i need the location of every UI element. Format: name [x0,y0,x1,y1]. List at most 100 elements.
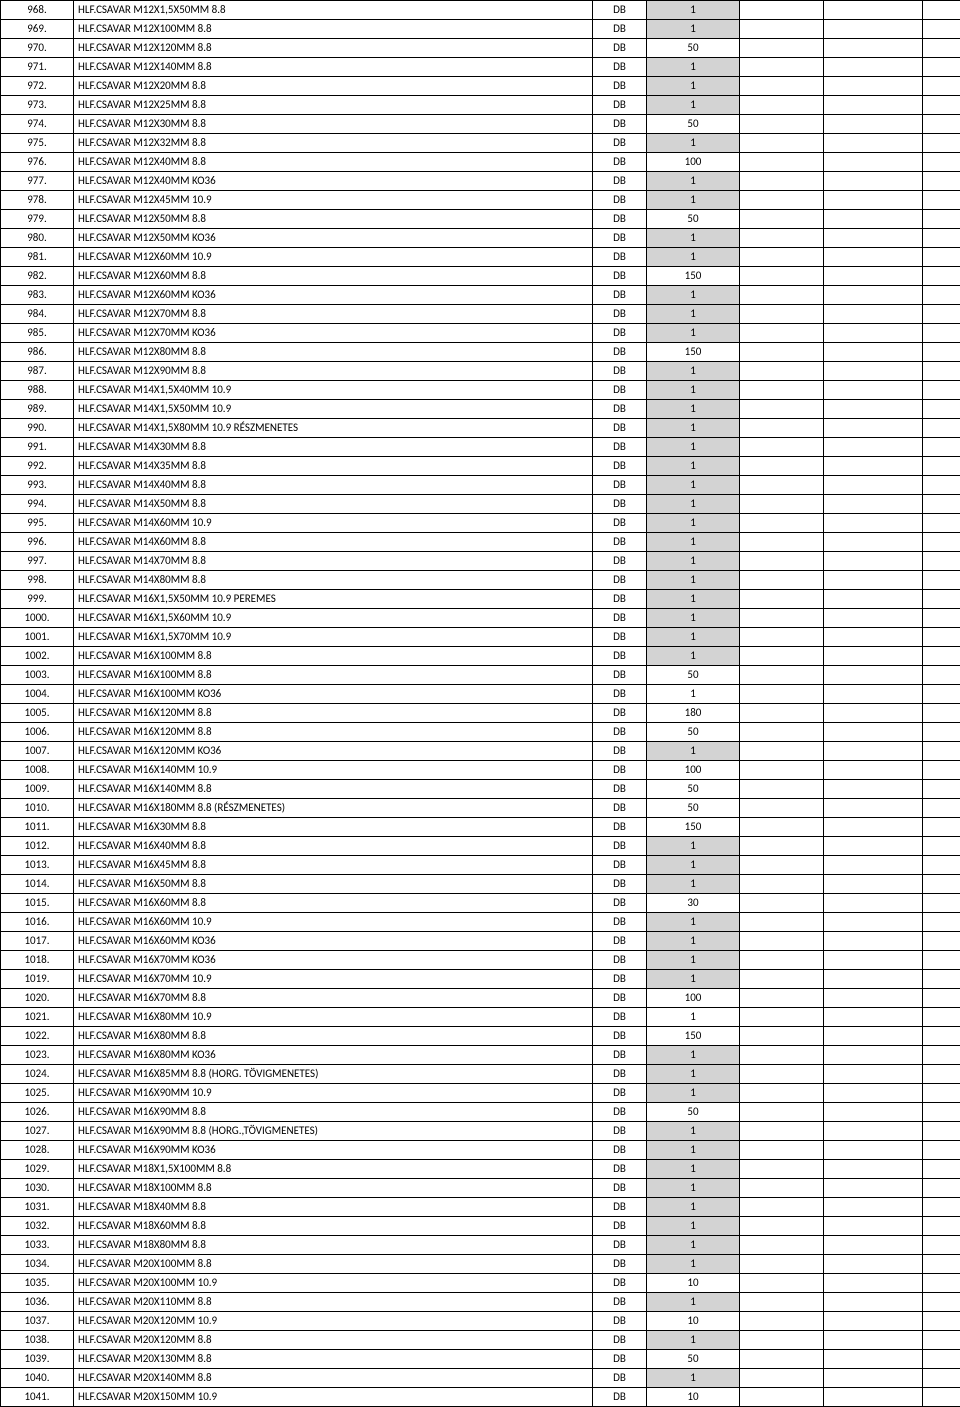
row-number: 976. [1,153,74,172]
row-empty-1 [740,362,824,381]
row-empty-1 [740,761,824,780]
row-unit: DB [593,913,647,932]
row-quantity: 1 [647,970,740,989]
row-unit: DB [593,1,647,20]
row-unit: DB [593,400,647,419]
row-unit: DB [593,552,647,571]
table-row: 1040.HLF.CSAVAR M20X140MM 8.8DB10 [1,1369,960,1388]
table-row: 989.HLF.CSAVAR M14X1,5X50MM 10.9DB10 [1,400,960,419]
row-unit: DB [593,875,647,894]
row-zero: 0 [923,1350,960,1369]
row-empty-2 [824,362,923,381]
row-empty-1 [740,39,824,58]
row-empty-1 [740,96,824,115]
row-empty-2 [824,1369,923,1388]
row-description: HLF.CSAVAR M14X50MM 8.8 [74,495,593,514]
row-empty-2 [824,267,923,286]
row-number: 1012. [1,837,74,856]
row-description: HLF.CSAVAR M16X60MM KO36 [74,932,593,951]
row-quantity: 1 [647,685,740,704]
row-description: HLF.CSAVAR M16X90MM 8.8 (HORG.,TÖVIGMENE… [74,1122,593,1141]
row-description: HLF.CSAVAR M16X100MM KO36 [74,685,593,704]
row-description: HLF.CSAVAR M16X1,5X50MM 10.9 PEREMES [74,590,593,609]
row-number: 974. [1,115,74,134]
row-description: HLF.CSAVAR M16X80MM 8.8 [74,1027,593,1046]
row-quantity: 150 [647,818,740,837]
row-unit: DB [593,248,647,267]
row-description: HLF.CSAVAR M14X60MM 10.9 [74,514,593,533]
row-empty-1 [740,58,824,77]
row-number: 1037. [1,1312,74,1331]
row-number: 1020. [1,989,74,1008]
row-description: HLF.CSAVAR M12X70MM 8.8 [74,305,593,324]
row-unit: DB [593,666,647,685]
row-unit: DB [593,1046,647,1065]
table-row: 1030.HLF.CSAVAR M18X100MM 8.8DB10 [1,1179,960,1198]
row-zero: 0 [923,210,960,229]
row-zero: 0 [923,381,960,400]
row-empty-2 [824,153,923,172]
row-description: HLF.CSAVAR M16X70MM 8.8 [74,989,593,1008]
row-quantity: 150 [647,343,740,362]
row-number: 1025. [1,1084,74,1103]
row-zero: 0 [923,1236,960,1255]
table-row: 971.HLF.CSAVAR M12X140MM 8.8DB10 [1,58,960,77]
row-quantity: 1 [647,305,740,324]
row-number: 973. [1,96,74,115]
row-empty-1 [740,780,824,799]
row-quantity: 1 [647,609,740,628]
row-zero: 0 [923,571,960,590]
row-unit: DB [593,1179,647,1198]
table-row: 999.HLF.CSAVAR M16X1,5X50MM 10.9 PEREMES… [1,590,960,609]
row-zero: 0 [923,1103,960,1122]
row-zero: 0 [923,39,960,58]
row-description: HLF.CSAVAR M16X140MM 10.9 [74,761,593,780]
row-zero: 0 [923,1179,960,1198]
row-number: 994. [1,495,74,514]
row-description: HLF.CSAVAR M20X120MM 8.8 [74,1331,593,1350]
row-description: HLF.CSAVAR M12X40MM 8.8 [74,153,593,172]
row-quantity: 1 [647,58,740,77]
row-empty-2 [824,1388,923,1407]
row-empty-1 [740,343,824,362]
row-description: HLF.CSAVAR M16X60MM 10.9 [74,913,593,932]
row-description: HLF.CSAVAR M16X140MM 8.8 [74,780,593,799]
row-empty-2 [824,932,923,951]
row-empty-1 [740,533,824,552]
table-row: 975.HLF.CSAVAR M12X32MM 8.8DB10 [1,134,960,153]
row-empty-2 [824,894,923,913]
table-row: 1011.HLF.CSAVAR M16X30MM 8.8DB1500 [1,818,960,837]
table-row: 1029.HLF.CSAVAR M18X1,5X100MM 8.8DB10 [1,1160,960,1179]
row-zero: 0 [923,1,960,20]
table-row: 990.HLF.CSAVAR M14X1,5X80MM 10.9 RÉSZMEN… [1,419,960,438]
row-empty-1 [740,115,824,134]
row-quantity: 1 [647,647,740,666]
row-quantity: 50 [647,723,740,742]
row-empty-2 [824,989,923,1008]
row-zero: 0 [923,1274,960,1293]
row-empty-1 [740,1369,824,1388]
table-row: 1022.HLF.CSAVAR M16X80MM 8.8DB1500 [1,1027,960,1046]
table-row: 1034.HLF.CSAVAR M20X100MM 8.8DB10 [1,1255,960,1274]
row-description: HLF.CSAVAR M18X80MM 8.8 [74,1236,593,1255]
row-unit: DB [593,1217,647,1236]
table-row: 982.HLF.CSAVAR M12X60MM 8.8DB1500 [1,267,960,286]
row-empty-1 [740,1084,824,1103]
row-description: HLF.CSAVAR M16X85MM 8.8 (HORG. TÖVIGMENE… [74,1065,593,1084]
row-empty-2 [824,685,923,704]
row-quantity: 50 [647,39,740,58]
row-description: HLF.CSAVAR M12X80MM 8.8 [74,343,593,362]
row-quantity: 50 [647,1350,740,1369]
row-zero: 0 [923,267,960,286]
row-empty-2 [824,970,923,989]
row-empty-2 [824,324,923,343]
row-description: HLF.CSAVAR M12X60MM 8.8 [74,267,593,286]
row-unit: DB [593,780,647,799]
row-empty-1 [740,647,824,666]
table-row: 1010.HLF.CSAVAR M16X180MM 8.8 (RÉSZMENET… [1,799,960,818]
row-empty-1 [740,172,824,191]
table-row: 994.HLF.CSAVAR M14X50MM 8.8DB10 [1,495,960,514]
row-empty-1 [740,457,824,476]
row-number: 1032. [1,1217,74,1236]
row-zero: 0 [923,837,960,856]
